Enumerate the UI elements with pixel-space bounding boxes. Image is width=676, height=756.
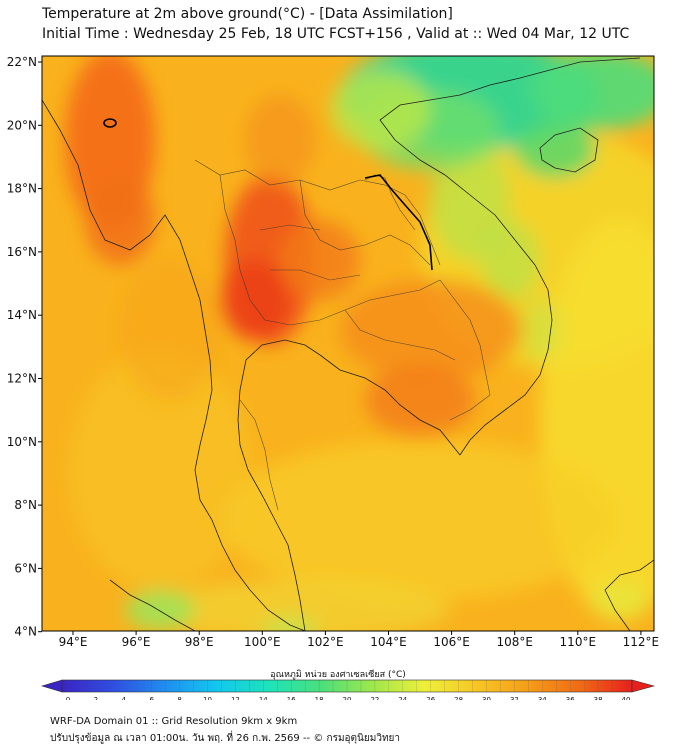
colorbar-tick-label: 32 <box>510 696 519 700</box>
footer-update-info: ปรับปรุงข้อมูล ณ เวลา 01:00น. วัน พฤ. ที… <box>50 733 401 744</box>
colorbar-tick-label: 16 <box>287 696 296 700</box>
colorbar-tick-label: 30 <box>482 696 491 700</box>
lat-label: 6°N <box>14 561 37 575</box>
colorbar-tick-label: 20 <box>343 696 352 700</box>
colorbar-tick-label: 36 <box>566 696 575 700</box>
lon-label: 96°E <box>122 635 151 649</box>
latitude-axis: 22°N 20°N 18°N 16°N 14°N 12°N 10°N 8°N 6°N 4°N <box>7 55 42 639</box>
colorbar-tick-label: 34 <box>538 696 547 700</box>
lon-label: 108°E <box>496 635 533 649</box>
colorbar-min-arrow <box>40 679 63 693</box>
colorbar-tick-label: 4 <box>122 696 127 700</box>
colorbar-tick-label: 40 <box>622 696 631 700</box>
temperature-field <box>42 56 654 631</box>
temperature-map: 22°N 20°N 18°N 16°N 14°N 12°N 10°N 8°N 6°N 4°N 94… <box>7 55 660 700</box>
lat-label: 16°N <box>7 245 37 259</box>
footer-domain-info: WRF-DA Domain 01 :: Grid Resolution 9km … <box>50 716 298 727</box>
province-borders <box>194 159 491 511</box>
lat-label: 22°N <box>7 55 37 69</box>
lat-label: 4°N <box>14 625 37 639</box>
lon-label: 104°E <box>370 635 407 649</box>
lon-label: 94°E <box>59 635 88 649</box>
colorbar-tick-label: 6 <box>149 696 154 700</box>
lon-label: 98°E <box>185 635 214 649</box>
lon-label: 102°E <box>307 635 344 649</box>
lat-label: 12°N <box>7 372 37 386</box>
colorbar-tick-label: 0 <box>66 696 70 700</box>
colorbar-tick-label: 10 <box>203 696 212 700</box>
colorbar-max-arrow <box>631 679 656 693</box>
lon-label: 106°E <box>433 635 470 649</box>
lat-label: 14°N <box>7 308 37 322</box>
colorbar-title: อุณหภูมิ หน่วย องศาเซลเซียส (°C) <box>270 670 406 680</box>
map-subtitle: Initial Time : Wednesday 25 Feb, 18 UTC … <box>42 26 630 42</box>
colorbar-tick-label: 14 <box>259 696 268 700</box>
colorbar-tick-label: 8 <box>177 696 181 700</box>
longitude-axis: 94°E 96°E 98°E 100°E 102°E 104°E 106°E 108°E 110… <box>59 631 660 649</box>
contour-line <box>103 118 117 128</box>
colorbar-tick-label: 2 <box>94 696 98 700</box>
map-frame <box>41 55 655 632</box>
map-title: Temperature at 2m above ground(°C) - [Da… <box>42 6 453 22</box>
lon-label: 110°E <box>560 635 597 649</box>
colorbar-tick-label: 28 <box>454 696 463 700</box>
colorbar-tick-label: 38 <box>594 696 603 700</box>
lat-label: 10°N <box>7 435 37 449</box>
colorbar-tick-label: 26 <box>426 696 435 700</box>
lat-label: 18°N <box>7 182 37 196</box>
colorbar: 0 2 4 6 8 10 12 14 16 18 20 22 24 26 28 30 32 34 36 38 40 <box>40 679 656 700</box>
lat-label: 8°N <box>14 498 37 512</box>
lon-label: 112°E <box>623 635 660 649</box>
colorbar-tick-label: 18 <box>315 696 324 700</box>
national-border-highlight <box>364 174 433 271</box>
colorbar-tick-label: 12 <box>231 696 240 700</box>
coastline-and-borders <box>42 57 654 631</box>
lon-label: 100°E <box>244 635 281 649</box>
colorbar-tick-label: 22 <box>370 696 379 700</box>
lat-label: 20°N <box>7 118 37 132</box>
colorbar-tick-label: 24 <box>398 696 407 700</box>
